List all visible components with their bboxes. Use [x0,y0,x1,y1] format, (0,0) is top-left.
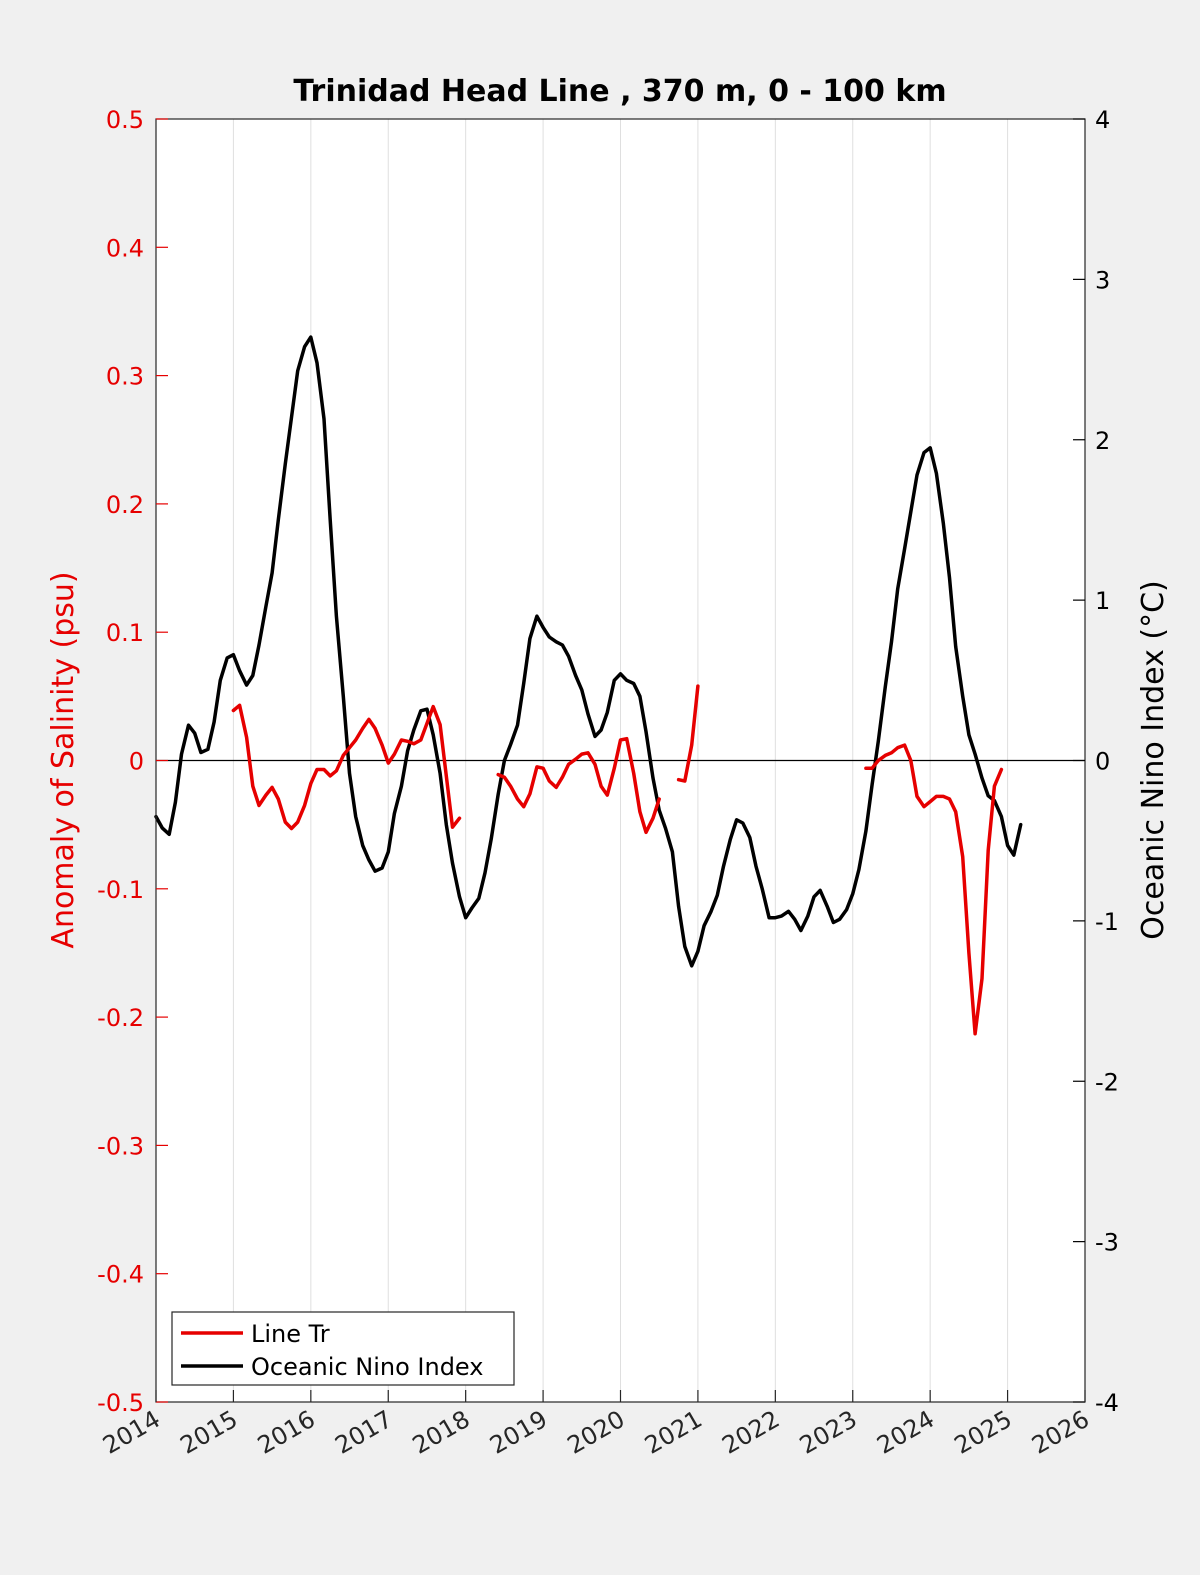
left-tick-label: 0.3 [106,363,144,391]
series-layer [154,335,1023,1036]
left-axis-ticks: -0.5 -0.4 -0.3 -0.2 -0.1 0 0.1 0.2 0.3 0.4 0.5 [97,106,168,1417]
series-line-tr [231,684,1004,1036]
oni-segment-0 [154,335,1023,968]
right-tick-label: 1 [1095,587,1110,615]
right-tick-label: -4 [1095,1389,1119,1417]
right-tick-label: -1 [1095,908,1119,936]
left-tick-label: -0.5 [97,1389,144,1417]
left-tick-label: 0.4 [106,234,144,262]
y-axis-label-right: Oceanic Nino Index (°C) [1136,580,1171,940]
left-tick-label: -0.4 [97,1261,144,1289]
left-tick-label: 0 [129,748,144,776]
right-tick-label: -3 [1095,1229,1119,1257]
left-tick-label: 0.1 [106,619,144,647]
right-tick-label: 3 [1095,266,1110,294]
legend: Line Tr Oceanic Nino Index [171,1311,515,1386]
right-tick-label: 4 [1095,106,1110,134]
line-tr-segment-3 [864,743,1004,1036]
right-tick-label: 0 [1095,748,1110,776]
line-tr-segment-0 [231,703,462,831]
left-tick-label: 0.5 [106,106,144,134]
right-axis-ticks: -4 -3 -2 -1 0 1 2 3 4 [1073,106,1119,1417]
legend-label-line-tr: Line Tr [251,1320,330,1348]
series-oceanic-nino-index [154,335,1023,968]
chart-title: Trinidad Head Line , 370 m, 0 - 100 km [293,74,946,109]
y-axis-label-left: Anomaly of Salinity (psu) [46,571,81,948]
legend-box [171,1311,515,1386]
line-tr-segment-1 [496,736,661,835]
right-tick-label: 2 [1095,427,1110,455]
left-tick-label: -0.3 [97,1132,144,1160]
right-tick-label: -2 [1095,1068,1119,1096]
left-tick-label: -0.2 [97,1004,144,1032]
legend-label-oni: Oceanic Nino Index [251,1353,483,1381]
line-tr-segment-2 [676,684,700,783]
left-tick-label: -0.1 [97,876,144,904]
left-tick-label: 0.2 [106,491,144,519]
